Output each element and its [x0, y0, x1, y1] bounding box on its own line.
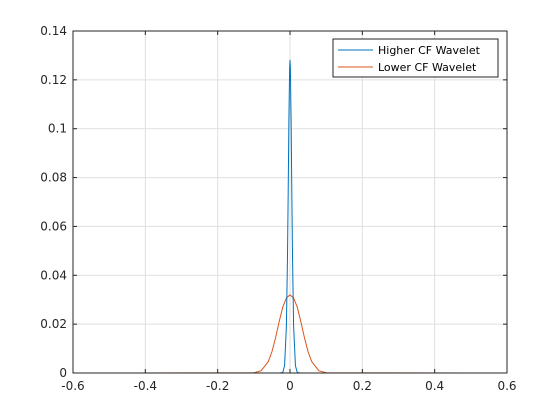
- y-tick-label: 0: [59, 366, 67, 380]
- y-tick-label: 0.08: [40, 171, 67, 185]
- axis-ticks: [72, 30, 508, 374]
- y-tick-label: 0.1: [48, 122, 67, 136]
- legend-label: Higher CF Wavelet: [378, 44, 481, 57]
- y-tick-label: 0.12: [40, 73, 67, 87]
- x-tick-label: -0.2: [206, 379, 229, 393]
- axis-tick-labels: -0.6 -0.4 -0.2 0 0.2 0.4 0.6 0 0.02 0.04 0.06 0.08 0…: [40, 24, 516, 393]
- y-tick-label: 0.14: [40, 24, 67, 38]
- y-tick-label: 0.02: [40, 317, 67, 331]
- legend: Higher CF Wavelet Lower CF Wavelet: [332, 38, 499, 78]
- x-tick-label: 0.4: [425, 379, 444, 393]
- y-tick-label: 0.06: [40, 219, 67, 233]
- x-tick-label: 0: [286, 379, 294, 393]
- series-line-higher-cf-wavelet: [104, 59, 476, 374]
- x-tick-label: 0.2: [353, 379, 372, 393]
- x-tick-label: -0.4: [134, 379, 157, 393]
- plot-series: [104, 59, 476, 374]
- y-tick-label: 0.04: [40, 268, 67, 282]
- legend-items: Higher CF Wavelet Lower CF Wavelet: [338, 44, 481, 74]
- x-tick-label: -0.6: [61, 379, 84, 393]
- x-tick-label: 0.6: [497, 379, 516, 393]
- grid: [73, 31, 507, 373]
- series-line-lower-cf-wavelet: [104, 294, 476, 374]
- legend-box: [332, 38, 499, 78]
- legend-label: Lower CF Wavelet: [378, 61, 477, 74]
